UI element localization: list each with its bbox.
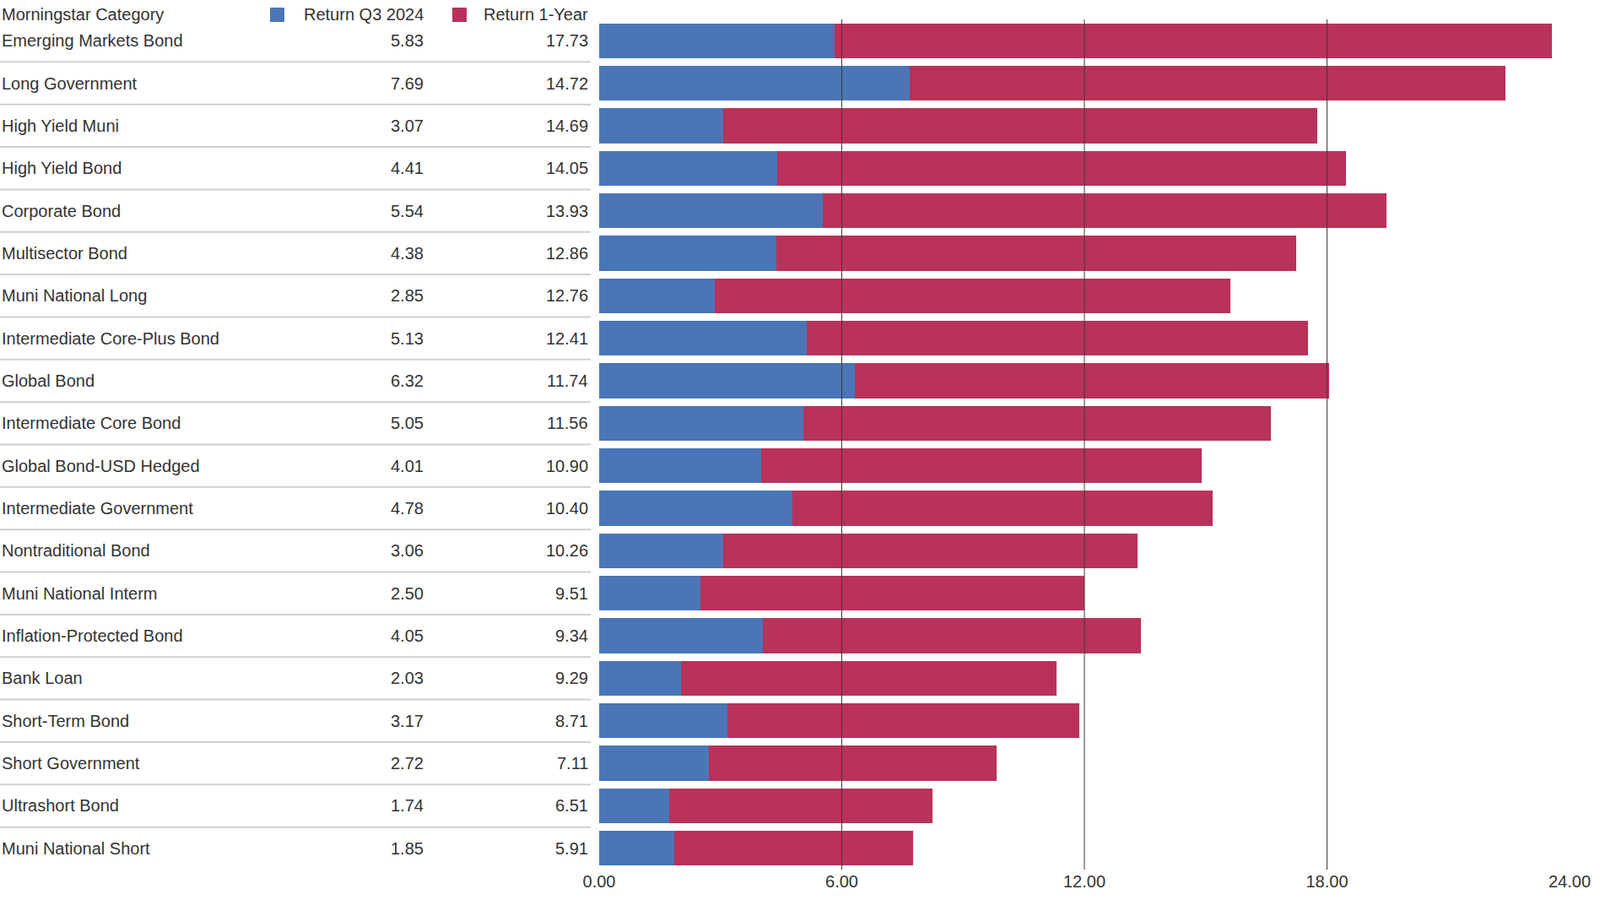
svg-text:8.71: 8.71 (555, 711, 589, 730)
svg-text:Return Q3 2024: Return Q3 2024 (303, 5, 424, 24)
svg-text:Emerging Markets Bond: Emerging Markets Bond (1, 31, 184, 50)
svg-text:Short-Term Bond: Short-Term Bond (1, 711, 130, 730)
svg-text:Global Bond-USD Hedged: Global Bond-USD Hedged (1, 456, 200, 476)
svg-text:Long Government: Long Government (1, 74, 138, 93)
svg-text:12.86: 12.86 (545, 243, 589, 263)
svg-text:Muni National Interm: Muni National Interm (1, 583, 158, 603)
svg-text:5.05: 5.05 (390, 413, 424, 433)
svg-text:Global Bond: Global Bond (1, 371, 95, 390)
svg-text:Nontraditional Bond: Nontraditional Bond (1, 540, 151, 560)
svg-text:12.41: 12.41 (545, 329, 589, 348)
svg-text:2.03: 2.03 (390, 668, 424, 687)
svg-text:Inflation-Protected Bond: Inflation-Protected Bond (1, 626, 184, 645)
svg-text:Bank Loan: Bank Loan (1, 668, 83, 687)
svg-text:10.90: 10.90 (545, 456, 589, 476)
svg-text:9.34: 9.34 (555, 626, 589, 645)
svg-text:3.07: 3.07 (390, 116, 424, 136)
svg-text:Intermediate Government: Intermediate Government (1, 498, 194, 518)
svg-text:11.56: 11.56 (546, 413, 589, 433)
svg-text:1.85: 1.85 (390, 838, 424, 858)
svg-text:5.83: 5.83 (390, 31, 424, 50)
svg-text:High Yield Muni: High Yield Muni (1, 116, 119, 136)
svg-text:Ultrashort Bond: Ultrashort Bond (1, 795, 119, 815)
svg-text:14.69: 14.69 (545, 116, 589, 136)
svg-text:4.78: 4.78 (390, 498, 424, 518)
svg-text:Muni National Short: Muni National Short (1, 838, 151, 858)
svg-text:High Yield Bond: High Yield Bond (1, 158, 122, 178)
svg-text:9.51: 9.51 (555, 583, 589, 603)
svg-text:10.26: 10.26 (545, 540, 589, 560)
svg-text:13.93: 13.93 (545, 201, 589, 221)
svg-text:Intermediate Core-Plus Bond: Intermediate Core-Plus Bond (1, 329, 220, 348)
svg-text:11.74: 11.74 (546, 371, 589, 390)
svg-text:0.00: 0.00 (583, 871, 617, 891)
svg-text:Short Government: Short Government (1, 753, 141, 773)
svg-text:3.17: 3.17 (390, 711, 424, 730)
svg-text:14.72: 14.72 (545, 74, 589, 93)
svg-text:2.85: 2.85 (390, 286, 424, 305)
svg-text:9.29: 9.29 (555, 668, 589, 687)
svg-text:7.11: 7.11 (556, 753, 589, 773)
svg-text:Return 1-Year: Return 1-Year (483, 5, 589, 24)
svg-text:6.32: 6.32 (390, 371, 424, 390)
svg-text:24.00: 24.00 (1548, 871, 1591, 891)
svg-text:6.00: 6.00 (825, 871, 859, 891)
svg-text:12.76: 12.76 (545, 286, 589, 305)
svg-text:4.38: 4.38 (390, 243, 424, 263)
svg-text:1.74: 1.74 (390, 795, 424, 815)
svg-text:Morningstar Category: Morningstar Category (1, 5, 164, 24)
svg-text:Intermediate Core Bond: Intermediate Core Bond (1, 413, 181, 433)
svg-text:5.91: 5.91 (555, 838, 589, 858)
svg-text:Muni National Long: Muni National Long (1, 286, 147, 305)
svg-text:14.05: 14.05 (545, 158, 589, 178)
svg-text:3.06: 3.06 (390, 540, 424, 560)
svg-text:4.05: 4.05 (390, 626, 424, 645)
svg-text:2.50: 2.50 (390, 583, 424, 603)
svg-text:17.73: 17.73 (545, 31, 589, 50)
svg-text:2.72: 2.72 (390, 753, 424, 773)
svg-text:6.51: 6.51 (555, 795, 589, 815)
svg-text:5.54: 5.54 (390, 201, 424, 221)
svg-text:Corporate Bond: Corporate Bond (1, 201, 121, 221)
svg-text:4.41: 4.41 (390, 158, 424, 178)
svg-text:18.00: 18.00 (1305, 871, 1348, 891)
svg-text:10.40: 10.40 (545, 498, 589, 518)
svg-text:4.01: 4.01 (390, 456, 424, 476)
svg-text:7.69: 7.69 (390, 74, 424, 93)
svg-text:5.13: 5.13 (390, 329, 424, 348)
svg-text:Multisector Bond: Multisector Bond (1, 243, 128, 263)
svg-text:12.00: 12.00 (1063, 871, 1106, 891)
